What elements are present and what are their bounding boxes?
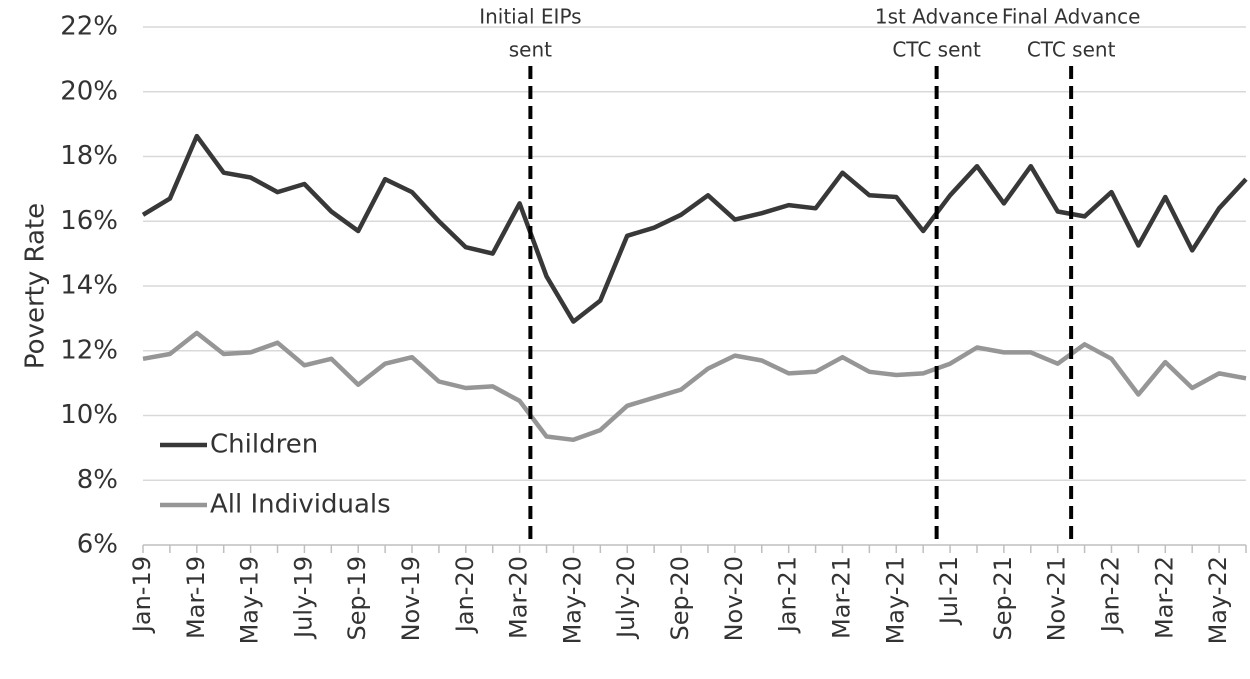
x-tick-label: Jul-21 xyxy=(935,556,963,626)
x-tick-label: May-21 xyxy=(881,556,909,644)
x-tick-label: Mar-19 xyxy=(182,556,210,639)
series-line xyxy=(141,133,1248,324)
y-axis-label: Poverty Rate xyxy=(21,203,51,369)
event-label: Final Advance xyxy=(1002,5,1141,29)
y-tick-label: 16% xyxy=(60,206,118,236)
x-tick-label: May-22 xyxy=(1204,556,1232,644)
event-label: CTC sent xyxy=(892,38,981,62)
legend-label: Children xyxy=(210,430,318,460)
y-tick-label: 20% xyxy=(60,76,118,106)
x-tick-label: Mar-20 xyxy=(505,556,533,639)
x-tick-label: Nov-19 xyxy=(397,556,425,641)
x-tick-label: July-20 xyxy=(612,556,640,640)
x-tick-label: Jan-22 xyxy=(1096,556,1124,634)
y-tick-label: 8% xyxy=(77,465,118,495)
x-tick-label: July-19 xyxy=(289,556,317,640)
series-line xyxy=(142,330,1247,443)
y-tick-label: 12% xyxy=(60,335,118,365)
x-tick-label: May-19 xyxy=(236,556,264,644)
x-tick-label: Nov-20 xyxy=(720,556,748,641)
x-tick-label: Mar-21 xyxy=(827,556,855,639)
y-tick-label: 18% xyxy=(60,141,118,171)
event-label: sent xyxy=(509,38,552,62)
x-tick-label: Nov-21 xyxy=(1043,556,1071,641)
x-tick-label: Sep-21 xyxy=(989,556,1017,640)
legend-label: All Individuals xyxy=(210,490,391,520)
x-tick-label: Jan-20 xyxy=(451,556,479,634)
x-tick-label: Sep-20 xyxy=(666,556,694,640)
x-tick-label: Sep-19 xyxy=(343,556,371,640)
x-tick-label: Jan-21 xyxy=(774,556,802,634)
y-tick-label: 10% xyxy=(60,400,118,430)
y-tick-label: 22% xyxy=(60,12,118,42)
event-label: Initial EIPs xyxy=(479,5,581,29)
event-label: CTC sent xyxy=(1027,38,1116,62)
x-tick-label: Jan-19 xyxy=(128,556,156,634)
event-label: 1st Advance xyxy=(875,5,998,29)
x-tick-label: Mar-22 xyxy=(1150,556,1178,639)
x-tick-label: May-20 xyxy=(558,556,586,644)
y-tick-label: 6% xyxy=(77,530,118,560)
y-tick-label: 14% xyxy=(60,271,118,301)
